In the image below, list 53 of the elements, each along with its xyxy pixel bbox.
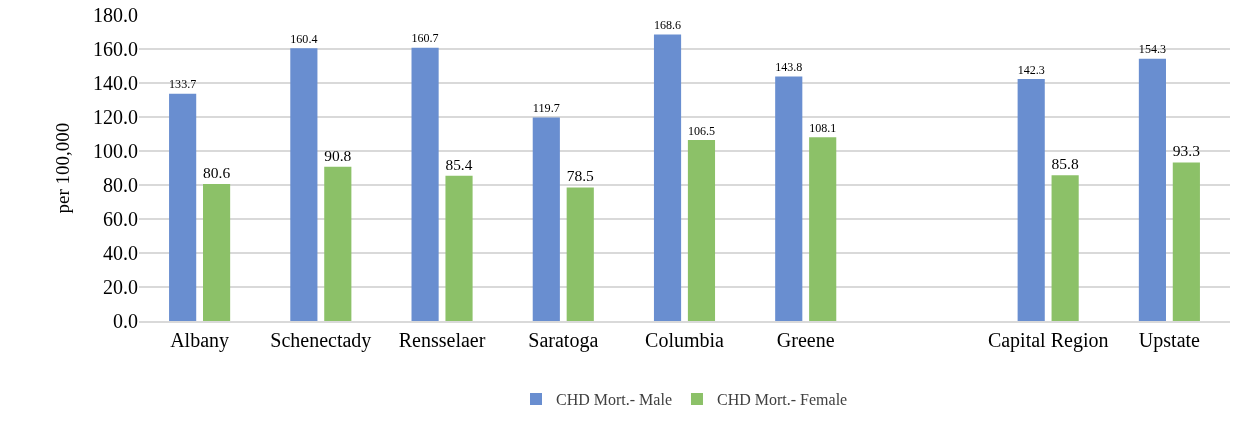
- y-tick-label: 140.0: [93, 72, 138, 94]
- y-axis-title: per 100,000: [51, 122, 73, 214]
- data-label: 160.4: [290, 31, 318, 46]
- data-label: 93.3: [1172, 142, 1201, 160]
- legend-label: CHD Mort.- Male: [556, 391, 672, 409]
- data-label: 108.1: [809, 120, 837, 135]
- bar: [1138, 58, 1166, 321]
- bar: [445, 175, 473, 321]
- bar: [1172, 162, 1200, 321]
- y-tick-label: 120.0: [93, 106, 138, 128]
- bar: [532, 117, 560, 321]
- bar: [203, 183, 231, 321]
- y-tick-label: 80.0: [103, 174, 138, 196]
- bar: [411, 47, 439, 321]
- x-tick-label: Rensselaer: [398, 328, 486, 351]
- data-label: 168.6: [653, 17, 682, 32]
- y-tick-label: 0.0: [113, 310, 138, 332]
- data-label: 160.7: [411, 31, 439, 46]
- data-label: 154.3: [1138, 42, 1166, 57]
- data-label: 106.5: [687, 123, 716, 138]
- y-tick-label: 100.0: [93, 140, 138, 162]
- data-label: 133.7: [169, 77, 197, 92]
- data-label: 85.8: [1051, 155, 1079, 173]
- x-tick-label: Schenectady: [270, 328, 372, 352]
- bar: [1017, 79, 1045, 321]
- bar: [324, 166, 352, 321]
- x-tick-label: Albany: [170, 328, 230, 352]
- x-tick-label: Greene: [776, 328, 835, 351]
- bar: [169, 93, 197, 321]
- bar: [1051, 175, 1079, 321]
- bar: [653, 34, 682, 321]
- data-label: 119.7: [532, 101, 560, 116]
- data-label: 80.6: [203, 163, 231, 181]
- data-label: 85.4: [445, 155, 473, 173]
- y-tick-label: 160.0: [93, 38, 138, 60]
- y-tick-label: 40.0: [103, 242, 138, 264]
- y-tick-label: 180.0: [93, 4, 138, 26]
- data-label: 78.5: [566, 167, 595, 185]
- bar: [566, 187, 594, 321]
- x-tick-label: Saratoga: [528, 328, 599, 352]
- y-tick-label: 60.0: [103, 208, 138, 230]
- bar: [687, 139, 716, 321]
- bar: [809, 137, 837, 321]
- bar: [775, 76, 803, 321]
- bar: [290, 48, 318, 321]
- x-tick-label: Capital Region: [987, 328, 1109, 352]
- x-tick-label: Upstate: [1138, 328, 1201, 352]
- data-label: 143.8: [775, 60, 803, 75]
- data-label: 142.3: [1017, 62, 1045, 77]
- legend-label: CHD Mort.- Female: [716, 391, 848, 409]
- x-tick-label: Columbia: [645, 328, 725, 351]
- y-tick-label: 20.0: [103, 276, 138, 298]
- data-label: 90.8: [324, 146, 352, 164]
